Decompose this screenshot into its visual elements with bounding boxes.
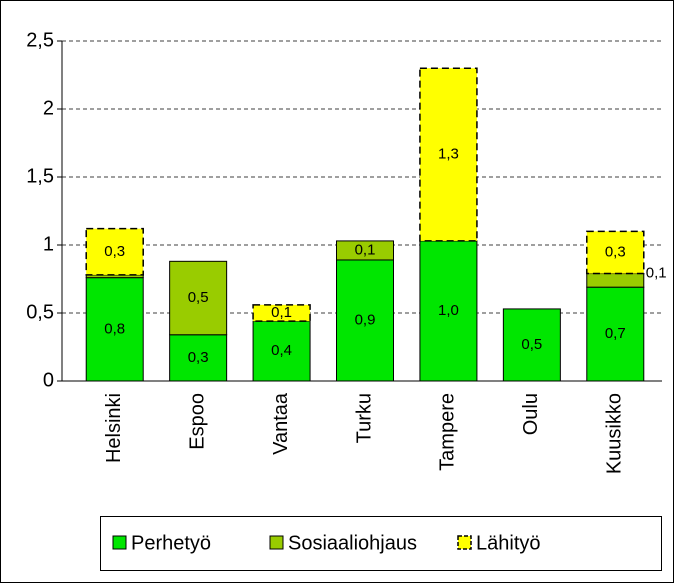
bar-segment (85, 274, 144, 279)
legend-swatch (457, 535, 472, 550)
legend-label: Perhetyö (131, 532, 211, 554)
bar-segment (85, 227, 144, 276)
data-label: 0,4 (271, 342, 292, 359)
x-tick-label: Turku (353, 393, 375, 443)
bar-segment (419, 67, 478, 242)
data-label: 1,0 (438, 302, 459, 319)
data-label: 0,5 (521, 336, 542, 353)
data-label: 0,8 (104, 320, 125, 337)
data-label: 0,9 (355, 311, 376, 328)
bar-segment (169, 334, 228, 382)
data-label: 0,3 (104, 243, 125, 260)
data-label: 0,7 (605, 325, 626, 342)
data-label: 0,5 (188, 289, 209, 306)
bar-segment (169, 260, 228, 336)
x-tick-label: Kuusikko (604, 393, 626, 474)
y-tick-label: 0 (43, 369, 54, 391)
legend-box (100, 516, 662, 571)
y-tick-label: 2,5 (26, 29, 54, 51)
x-tick-label: Vantaa (270, 392, 292, 455)
data-label: 0,1 (271, 304, 292, 321)
x-tick-label: Helsinki (103, 393, 125, 463)
data-label: 1,3 (438, 146, 459, 163)
x-tick-label: Espoo (186, 393, 208, 450)
data-label: 0,3 (605, 243, 626, 260)
data-label: 0,1 (646, 265, 667, 282)
bar-segment (586, 286, 645, 382)
y-tick-label: 0,5 (26, 301, 54, 323)
data-label: 0,3 (188, 349, 209, 366)
bar-segment (419, 240, 478, 382)
data-label: 0,1 (355, 241, 376, 258)
bar-segment (85, 277, 144, 382)
legend-swatch (269, 535, 284, 550)
bar-segment (586, 273, 645, 288)
bar-segment (586, 230, 645, 275)
y-tick-label: 1 (43, 233, 54, 255)
y-tick-label: 1,5 (26, 165, 54, 187)
bar-segment (336, 240, 394, 261)
x-tick-label: Oulu (520, 393, 542, 435)
legend-label: Lähityö (476, 532, 541, 554)
x-tick-label: Tampere (437, 393, 459, 471)
legend-label: Sosiaaliohjaus (288, 532, 417, 554)
legend-swatch (112, 535, 127, 550)
y-tick-label: 2 (43, 97, 54, 119)
bar-segment (502, 308, 561, 382)
bar-segment (252, 304, 311, 322)
